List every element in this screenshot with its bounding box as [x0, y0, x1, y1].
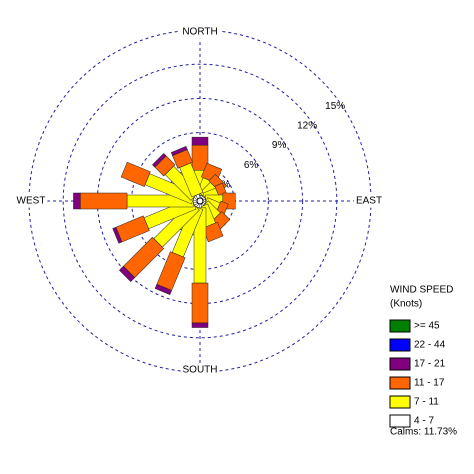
petal-segment — [80, 192, 128, 210]
petal-segment — [152, 153, 167, 168]
legend-swatch — [389, 338, 411, 352]
legend-swatch — [389, 395, 411, 409]
ring-label: 15% — [325, 101, 345, 112]
petal-segment — [156, 251, 186, 291]
petal-segment — [119, 265, 136, 282]
petal-segment — [191, 322, 209, 328]
direction-label: EAST — [356, 196, 382, 207]
legend-swatch — [389, 376, 411, 390]
petal-segment — [73, 192, 81, 210]
ring — [131, 132, 269, 270]
petal-segment — [112, 226, 123, 244]
legend-title: (Knots) — [390, 299, 422, 310]
legend-label: 22 - 44 — [414, 340, 446, 351]
petal-segment — [191, 136, 209, 146]
petal-segment — [170, 146, 188, 156]
legend-swatch — [389, 414, 411, 428]
label-bg — [180, 25, 220, 39]
petal-segment — [154, 283, 172, 295]
petal-segment — [120, 161, 151, 187]
direction-label: NORTH — [182, 27, 217, 38]
direction-label: WEST — [17, 196, 46, 207]
ring-label: 9% — [272, 140, 287, 151]
label-bg — [180, 363, 220, 377]
label-bg — [353, 194, 385, 208]
legend-label: 7 - 11 — [414, 397, 439, 408]
direction-label: SOUTH — [183, 365, 218, 376]
petal-segment — [115, 215, 150, 243]
center — [196, 197, 204, 205]
legend-label: 11 - 17 — [414, 378, 445, 389]
legend-title: WIND SPEED — [390, 285, 453, 296]
legend-label: 17 - 21 — [414, 359, 446, 370]
legend-swatch — [389, 357, 411, 371]
calms-label: Calms: 11.73% — [390, 427, 457, 438]
ring-label: 12% — [297, 121, 317, 132]
legend-swatch — [389, 319, 411, 333]
legend-label: >= 45 — [414, 321, 440, 332]
legend-label: 4 - 7 — [414, 416, 434, 427]
label-bg — [14, 194, 48, 208]
ring-label: 6% — [244, 160, 259, 171]
petal-segment — [123, 236, 165, 278]
petal-segment — [191, 282, 209, 324]
